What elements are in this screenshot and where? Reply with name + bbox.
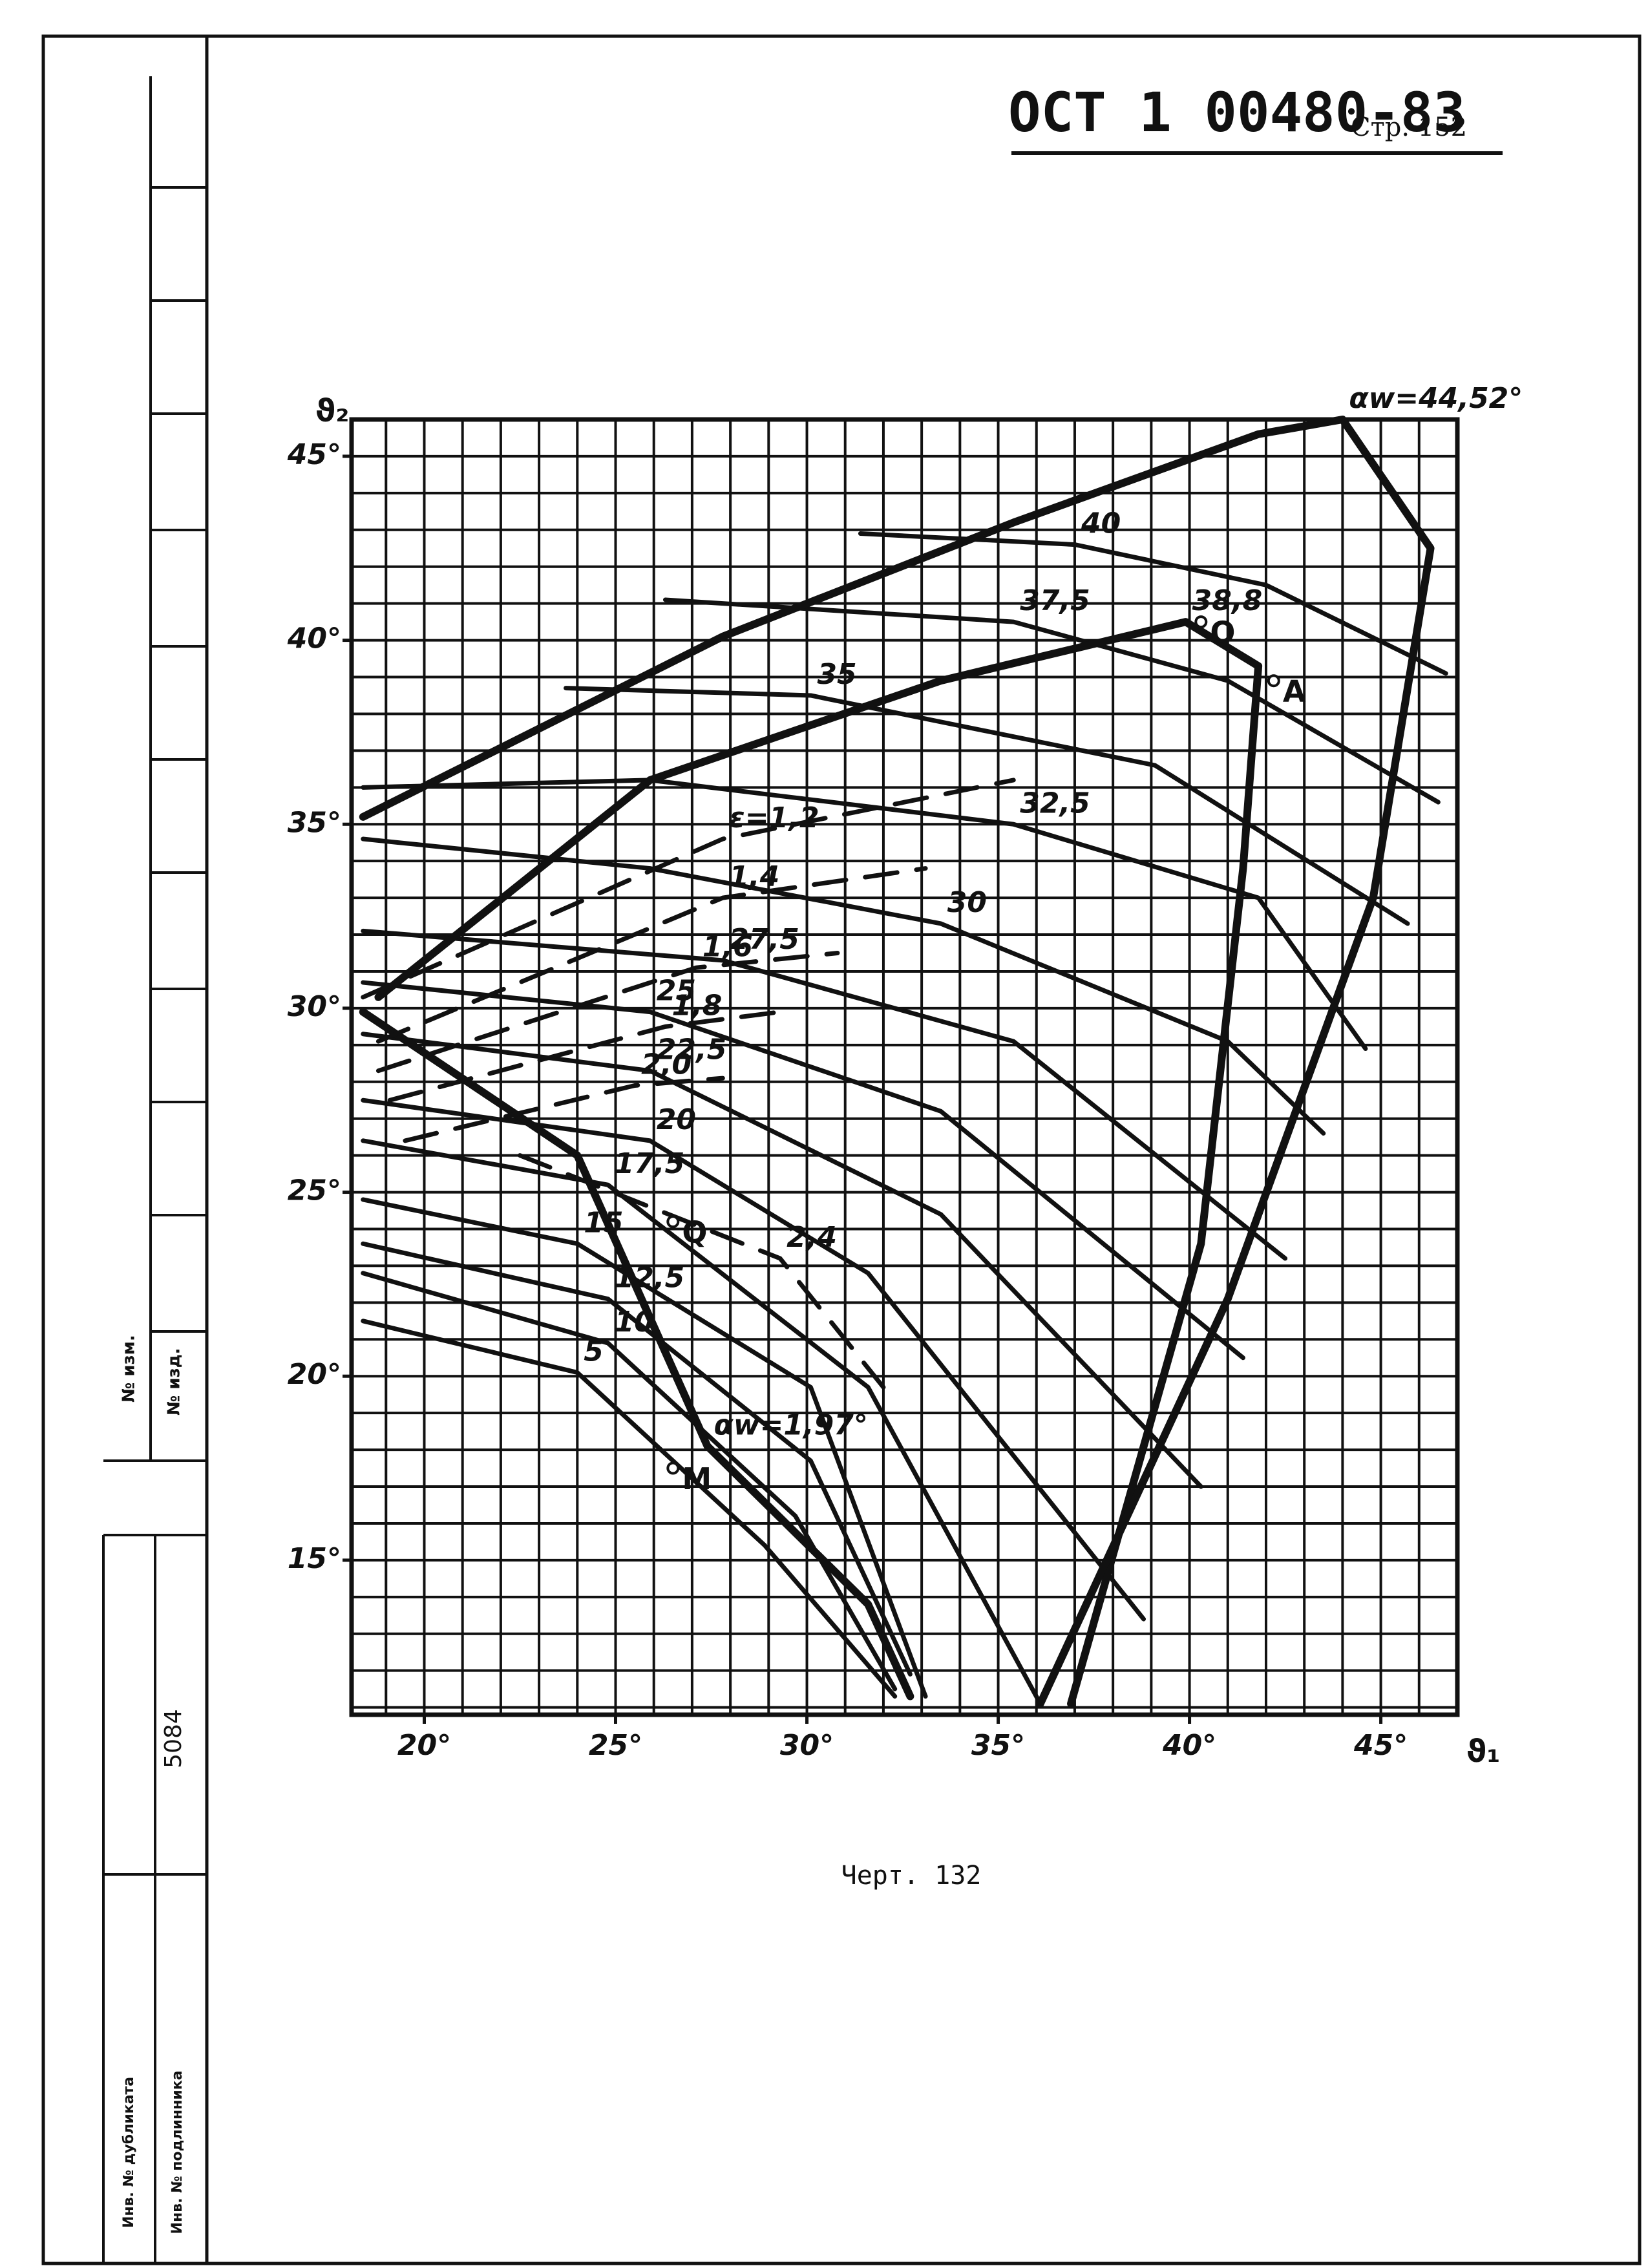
point	[666, 1461, 680, 1475]
curve-label: 40	[1081, 507, 1121, 540]
point	[1267, 674, 1280, 688]
curve	[361, 1138, 1043, 1706]
curve	[403, 1076, 725, 1143]
x-axis-label: ϑ₁	[1466, 1733, 1501, 1770]
curve-label: 35	[817, 658, 856, 691]
curve-label: 1,6	[703, 930, 753, 963]
curve-label: 38,8	[1192, 584, 1263, 617]
curve	[375, 951, 840, 1074]
point-label: Q	[1210, 615, 1235, 650]
y-tick-label: 40°	[287, 622, 341, 655]
stamp-duplicate: Инв. № дубликата	[121, 2077, 137, 2228]
curve-label: αw=44,52°	[1349, 382, 1523, 415]
curve	[361, 778, 1368, 1052]
curve-label: 22,5	[657, 1033, 727, 1066]
y-tick-label: 35°	[288, 806, 341, 839]
curve-label: 20	[657, 1103, 696, 1136]
page-number: Стр. 152	[1351, 112, 1467, 142]
curve	[662, 597, 1441, 805]
x-tick-label: 30°	[780, 1729, 834, 1762]
curve-label: 25	[657, 975, 696, 1008]
point	[1194, 615, 1208, 629]
curve	[375, 866, 928, 1044]
curve-label: 2,0	[641, 1048, 692, 1081]
curve-label: αw=1,97°	[714, 1408, 868, 1441]
y-tick-label: 45°	[287, 438, 341, 471]
curve	[361, 928, 1288, 1261]
curve-label: 5	[584, 1335, 604, 1368]
curve-label: 1,8	[671, 989, 722, 1022]
curve	[517, 1153, 886, 1390]
curve	[359, 416, 1435, 1708]
curve-label: 30	[947, 886, 987, 919]
curve	[359, 1008, 914, 1701]
curve-label: ε=1,2	[729, 801, 819, 834]
x-tick-label: 20°	[397, 1729, 451, 1762]
stamp-change-no: № изм.	[120, 1335, 139, 1403]
figure-caption: Черт. 132	[841, 1861, 982, 1891]
stamp-doc-no: № изд.	[165, 1348, 184, 1415]
x-tick-label: 45°	[1353, 1729, 1408, 1762]
point-label: Q	[682, 1215, 707, 1250]
curve	[361, 836, 1326, 1136]
point-label: M	[682, 1461, 712, 1496]
plot-frame	[349, 417, 1460, 1717]
curve	[361, 1319, 898, 1699]
stamp	[102, 76, 207, 2263]
curve	[374, 618, 1263, 1708]
x-tick-label: 25°	[589, 1729, 642, 1762]
standard-number: ОСТ 1 00480-83	[1008, 81, 1466, 144]
y-tick-label: 15°	[288, 1542, 341, 1575]
stamp-original: Инв. № подлинника	[169, 2071, 185, 2234]
x-tick-label: 35°	[971, 1729, 1025, 1762]
y-tick-label: 25°	[288, 1174, 341, 1207]
curve	[361, 980, 1245, 1361]
chart: 20° 25° 30° 35° 40° 45° 15° 20° 25° 30° 35° 40° 45° ϑ…	[287, 382, 1523, 1770]
y-tick-label: 30°	[288, 990, 341, 1023]
curve-label: 17,5	[615, 1147, 685, 1180]
stamp-inventory: 5084	[160, 1709, 187, 1768]
curve	[361, 1197, 928, 1699]
curve-label: 2,4	[787, 1221, 837, 1254]
curve	[361, 1241, 913, 1677]
curve	[361, 1097, 1146, 1622]
page-border	[41, 34, 1642, 2265]
curve	[564, 686, 1410, 926]
y-tick-label: 20°	[288, 1358, 341, 1391]
curve	[361, 1032, 1203, 1489]
curve	[361, 778, 1016, 1000]
curve-label: 32,5	[1020, 787, 1090, 820]
curve-label: 27,5	[729, 923, 799, 956]
point	[666, 1215, 680, 1229]
curve-label: 37,5	[1020, 584, 1090, 617]
curve-label: 1,4	[729, 860, 779, 893]
point-label: A	[1283, 674, 1306, 709]
curve	[387, 1010, 783, 1103]
x-tick-label: 40°	[1162, 1729, 1216, 1762]
y-axis-label: ϑ₂	[315, 393, 350, 429]
